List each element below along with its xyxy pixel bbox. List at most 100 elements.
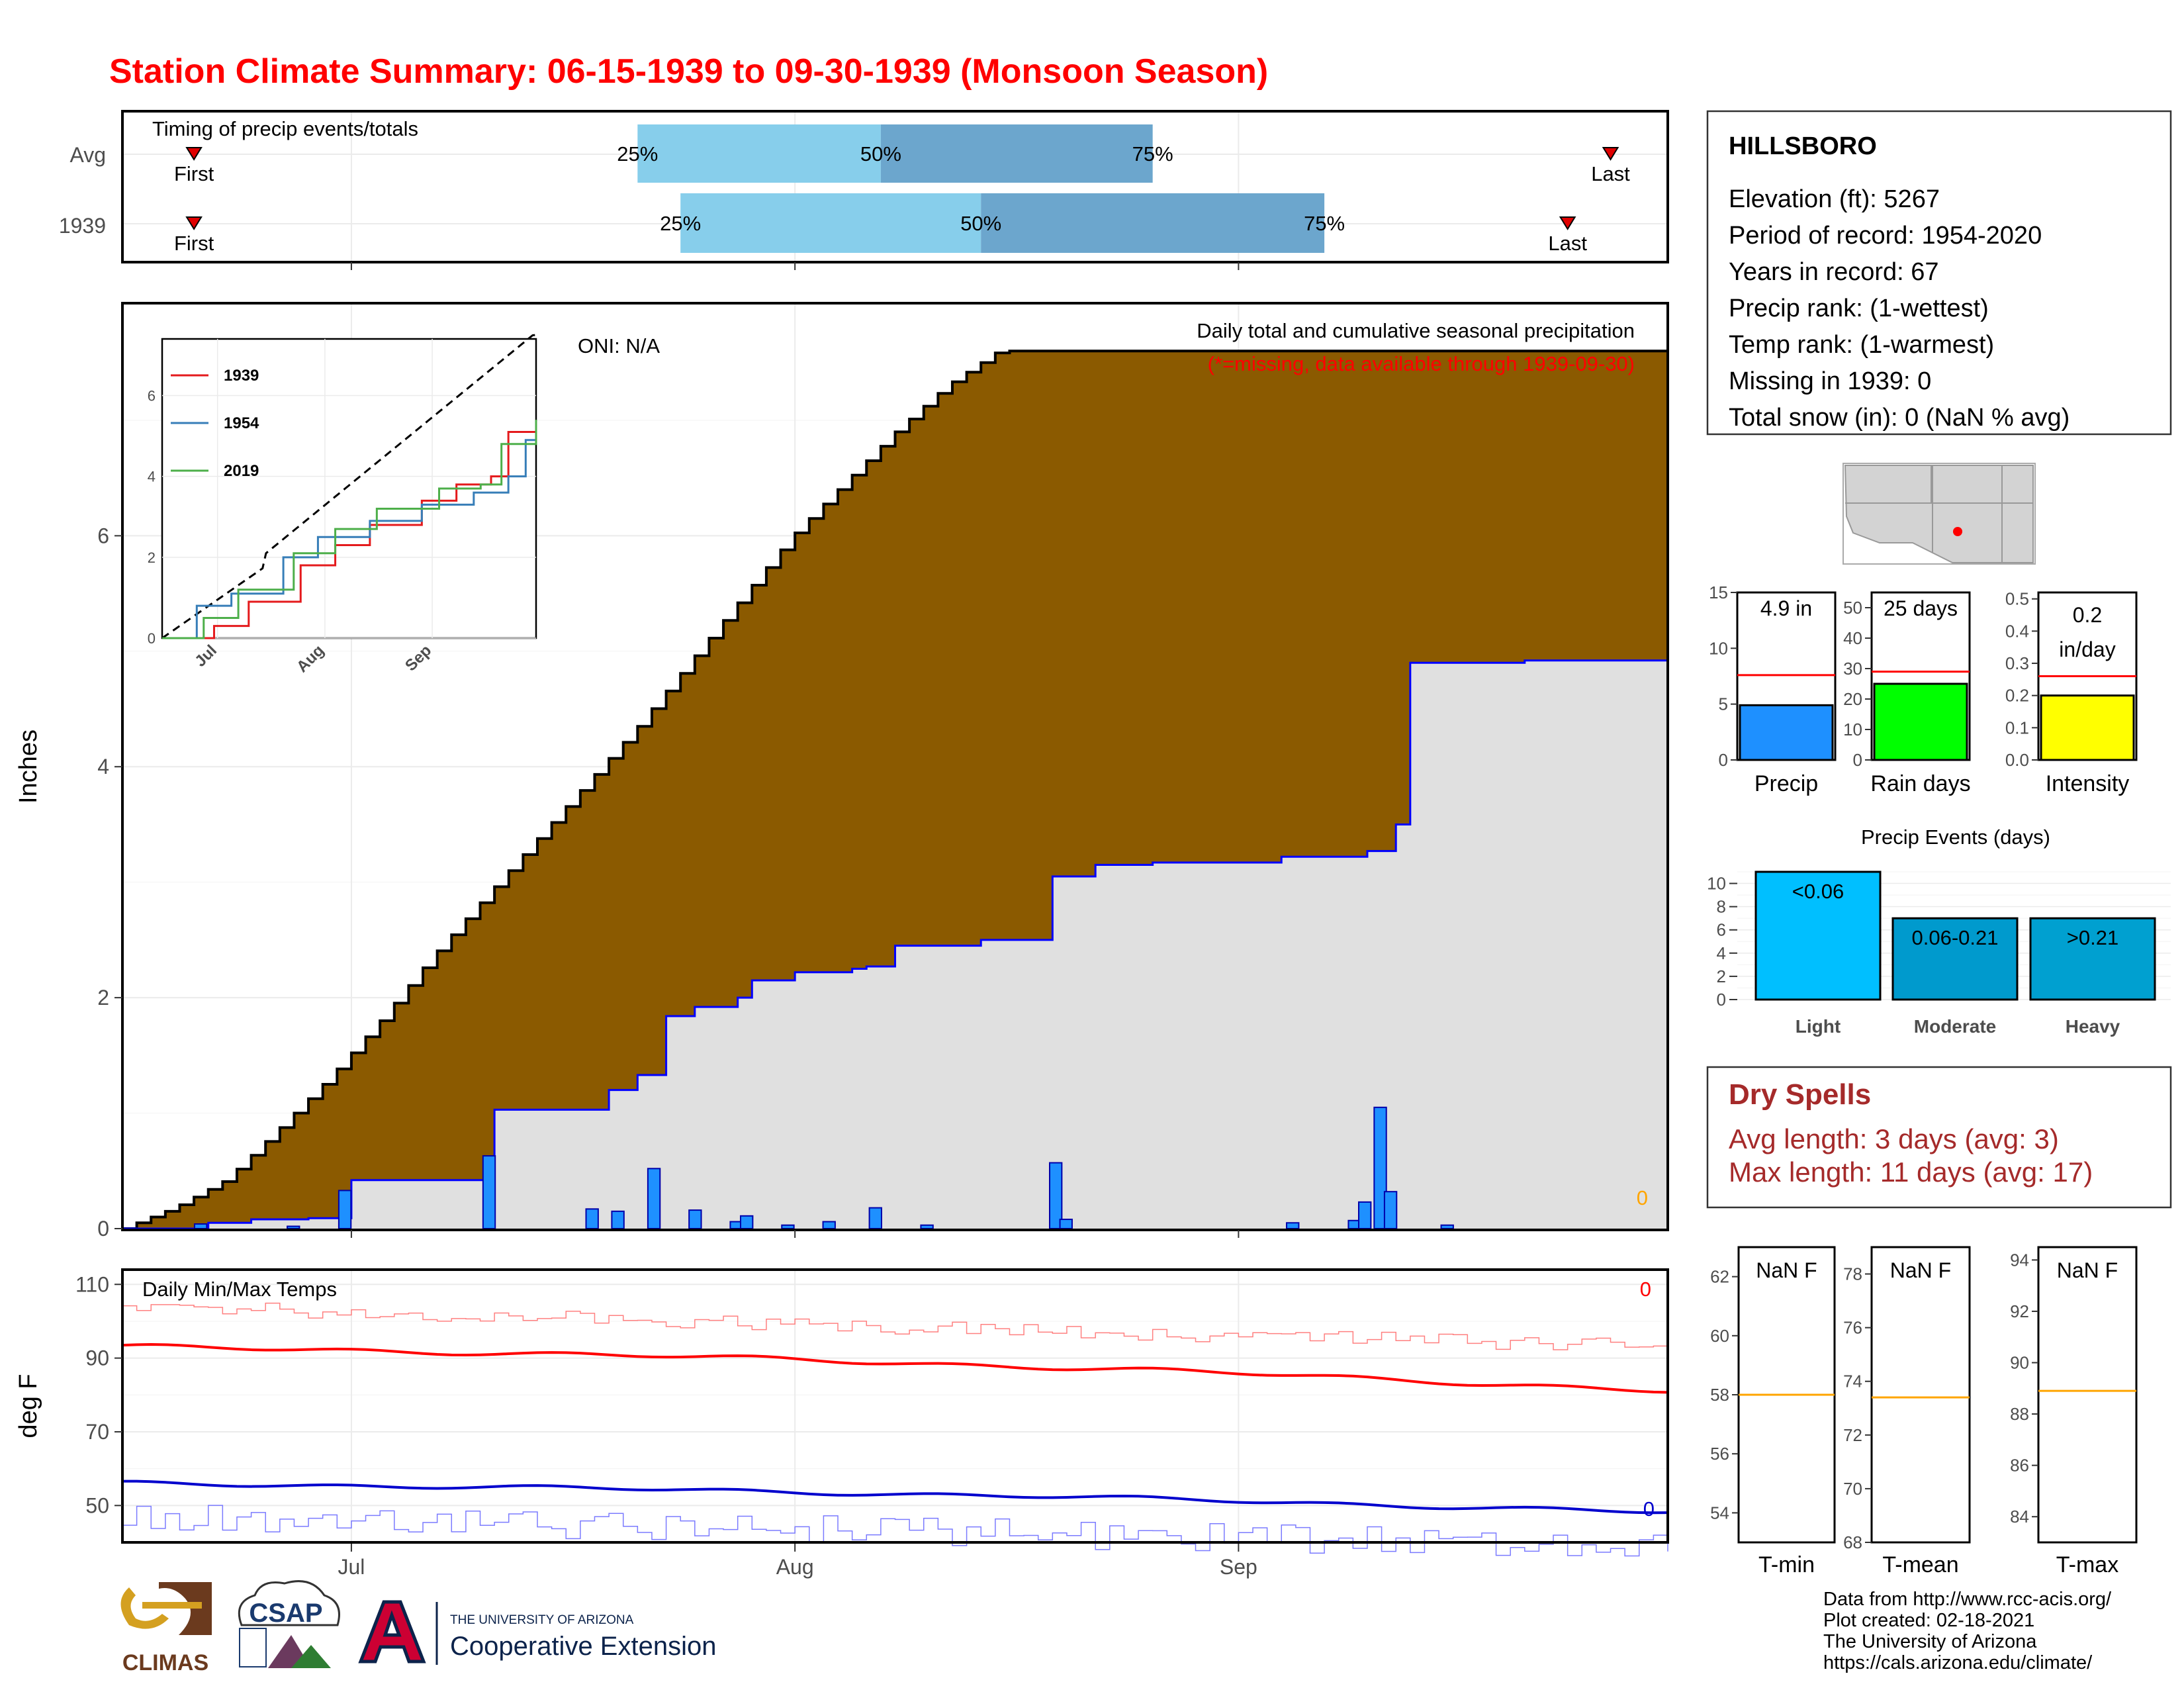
temp-box-value: NaN F <box>1756 1258 1817 1282</box>
timing-title: Timing of precip events/totals <box>152 117 418 140</box>
timing-bar-50-75 <box>880 124 1153 183</box>
summary-bar-precip <box>1739 704 1834 761</box>
timing-bar-25-50 <box>637 124 881 183</box>
station-location-dot <box>1953 527 1962 536</box>
summary-y-tick-label: 50 <box>1843 598 1862 618</box>
inset-legend-label: 1939 <box>224 367 259 385</box>
daily-precip-bar <box>822 1221 836 1230</box>
summary-bar-label: Rain days <box>1870 771 1970 796</box>
daily-precip-bar <box>1286 1222 1300 1230</box>
inset-y-tick-label: 4 <box>148 469 156 485</box>
temp-x-tick-label: Sep <box>1220 1555 1257 1579</box>
page-title: Station Climate Summary: 06-15-1939 to 0… <box>109 52 1268 91</box>
timing-panel: Timing of precip events/totals Avg 1939 … <box>59 110 1669 270</box>
dry-spells-max: Max length: 11 days (avg: 17) <box>1729 1156 2093 1188</box>
daily-precip-bar <box>868 1207 882 1229</box>
daily-precip-bar <box>1383 1191 1398 1230</box>
daily-precip-bar <box>611 1210 625 1229</box>
inset-y-tick-label: 2 <box>148 549 156 566</box>
temp-box-y-tick-label: 92 <box>2010 1301 2029 1321</box>
timing-label-50: 50% <box>960 212 1001 235</box>
avg-cumulative-line <box>122 350 1668 1230</box>
temp-boxes: 54 56 58 60 62 NaN F T-min 68 70 72 74 76 78 NaN F T-m… <box>1710 1246 2138 1577</box>
logos: CLIMAS CSAP THE UNIVERSITY OF ARIZONA Co… <box>120 1580 716 1675</box>
timing-label-50: 50% <box>860 142 901 165</box>
credit-line-3: The University of Arizona <box>1823 1631 2037 1652</box>
temp-box-y-tick-label: 74 <box>1843 1372 1862 1391</box>
temp-box-label: T-mean <box>1882 1552 1958 1577</box>
summary-y-tick-label: 5 <box>1719 694 1728 714</box>
daily-precip-bar <box>647 1168 661 1229</box>
events-y-tick-label: 8 <box>1717 897 1726 917</box>
credit-line-4: https://cals.arizona.edu/climate/ <box>1823 1652 2093 1673</box>
temp-box-y-tick-label: 72 <box>1843 1425 1862 1445</box>
first-event-marker <box>185 147 203 161</box>
daily-precip-bar <box>781 1224 795 1230</box>
daily-precip-bar <box>193 1223 208 1230</box>
last-event-label: Last <box>1548 232 1587 255</box>
precip-note: (*=missing, data available through 1939-… <box>1208 352 1635 375</box>
climas-logo: CLIMAS <box>120 1582 212 1675</box>
station-info-line: Years in record: 67 <box>1729 258 1939 286</box>
daily-precip-bar <box>1440 1224 1454 1230</box>
summary-y-tick-label: 10 <box>1843 720 1862 739</box>
precip-y-tick-label: 2 <box>97 986 109 1009</box>
temp-box-y-tick-label: 88 <box>2010 1404 2029 1424</box>
temp-box-label: T-max <box>2056 1552 2118 1577</box>
temp-box-y-tick-label: 58 <box>1710 1385 1729 1405</box>
temp-missing-max: 0 <box>1640 1278 1651 1301</box>
temp-y-tick-label: 70 <box>85 1420 109 1444</box>
ua-logo-big-text: Cooperative Extension <box>450 1632 716 1661</box>
events-bar-moderate <box>1891 917 2019 1001</box>
daily-precip-bar <box>1358 1201 1372 1229</box>
ua-logo-small-text: THE UNIVERSITY OF ARIZONA <box>450 1613 634 1627</box>
ua-logo: THE UNIVERSITY OF ARIZONA Cooperative Ex… <box>358 1600 716 1665</box>
temp-box-y-tick-label: 86 <box>2010 1456 2029 1476</box>
events-category-label: Heavy <box>2066 1016 2120 1037</box>
inset-series-2019 <box>162 420 537 639</box>
temp-box-y-tick-label: 56 <box>1710 1444 1729 1464</box>
temp-y-tick-label: 50 <box>85 1493 109 1517</box>
timing-label-75: 75% <box>1132 142 1173 165</box>
summary-bar-label: Intensity <box>2046 771 2130 796</box>
summary-value-label: 25 days <box>1884 596 1958 620</box>
credit-line-1: Data from http://www.rcc-acis.org/ <box>1823 1589 2112 1610</box>
precip-y-tick-label: 4 <box>97 755 109 778</box>
temp-box-frame <box>1870 1246 1971 1544</box>
station-name: HILLSBORO <box>1729 132 1877 160</box>
daily-precip-bar <box>740 1215 754 1230</box>
temp-box-frame <box>2037 1246 2138 1544</box>
events-y-tick-label: 0 <box>1717 990 1726 1009</box>
daily-precip-bar <box>585 1208 599 1229</box>
daily-precip-bar <box>688 1209 702 1229</box>
dry-spells-title: Dry Spells <box>1729 1078 1871 1111</box>
timing-row-label-avg: Avg <box>69 143 106 167</box>
temp-box-y-tick-label: 70 <box>1843 1479 1862 1499</box>
summary-y-tick-label: 0.1 <box>2005 718 2029 737</box>
summary-y-tick-label: 0.3 <box>2005 653 2029 673</box>
timing-label-25: 25% <box>660 212 701 235</box>
timing-bar-25-50 <box>680 193 981 253</box>
temp-box-y-tick-label: 94 <box>2010 1250 2029 1270</box>
credit-line-2: Plot created: 02-18-2021 <box>1823 1610 2034 1631</box>
temp-box-value: NaN F <box>2057 1258 2118 1282</box>
csap-logo-text: CSAP <box>249 1599 322 1628</box>
summary-bar-intensity <box>2040 694 2135 761</box>
summary-value-label: 4.9 in <box>1760 596 1812 620</box>
inset-y-tick-label: 0 <box>148 630 156 647</box>
summary-y-tick-label: 20 <box>1843 689 1862 709</box>
csap-logo: CSAP <box>238 1580 340 1668</box>
temp-box-y-tick-label: 76 <box>1843 1318 1862 1338</box>
temp-title: Daily Min/Max Temps <box>142 1278 337 1301</box>
inset-legend-label: 2019 <box>224 462 259 480</box>
temp-box-y-tick-label: 68 <box>1843 1532 1862 1552</box>
events-category-label: Light <box>1796 1016 1841 1037</box>
temp-y-tick-label: 90 <box>85 1346 109 1370</box>
events-y-tick-label: 6 <box>1717 920 1726 940</box>
daily-precip-bar <box>1059 1219 1073 1230</box>
precip-y-tick-label: 0 <box>97 1217 109 1241</box>
last-event-label: Last <box>1591 162 1630 185</box>
temp-missing-min: 0 <box>1643 1497 1655 1521</box>
